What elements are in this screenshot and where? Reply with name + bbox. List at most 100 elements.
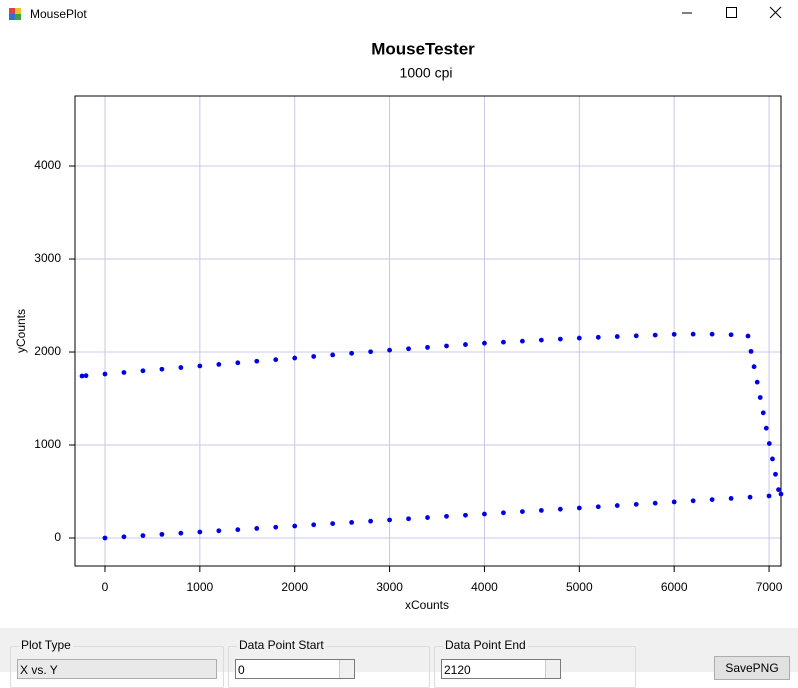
select-value: X vs. Y [20,663,58,677]
plot-type-group: Plot Type X vs. Y [10,638,224,688]
spinner[interactable] [339,660,354,678]
control-panel: Plot Type X vs. Y Data Point Start 0 Dat… [0,628,798,688]
data-point [538,337,544,343]
data-point [387,347,392,353]
start-input[interactable]: 0 [235,659,355,679]
data-point [557,336,563,342]
data-point [728,332,734,338]
data-point [368,349,374,355]
data-point [778,491,784,497]
x-tick-label: 7000 [756,580,783,594]
data-point [776,487,781,493]
data-point [754,379,760,385]
app-icon [9,8,21,20]
data-point [770,456,775,462]
data-point [254,526,260,531]
data-point [728,495,734,501]
group-label: Plot Type [19,638,73,652]
data-point [501,510,506,516]
data-point [671,499,677,505]
y-tick-label: 2000 [34,344,61,358]
spinner[interactable] [545,660,560,678]
title-bar: MousePlot [0,0,798,30]
data-point [538,507,544,513]
data-point [235,527,241,533]
window-title: MousePlot [30,7,87,21]
data-point [690,498,696,504]
data-point [406,516,411,522]
data-point [292,355,298,361]
data-point [757,395,763,400]
data-point [273,524,279,530]
start-group: Data Point Start 0 [228,638,430,688]
data-point [595,334,601,340]
data-point [330,352,336,358]
data-point [709,497,715,503]
data-point [745,333,751,339]
data-point [216,528,222,534]
data-point [140,368,146,374]
data-point [159,531,165,537]
data-point [197,529,203,535]
data-point [121,534,127,540]
data-point [614,334,620,339]
save-png-button[interactable]: SavePNG [714,656,790,680]
y-tick-label: 4000 [34,158,61,172]
data-point [406,346,411,352]
plot-type-select[interactable]: X vs. Y [17,659,217,679]
chart-title: MouseTester [371,39,475,58]
data-point [444,513,449,519]
data-point [121,370,127,375]
maximize-button[interactable] [708,0,754,28]
data-point [444,343,449,349]
data-point [83,373,89,379]
data-point [557,506,563,512]
data-point [349,519,355,525]
data-point [425,344,430,350]
y-tick-label: 1000 [34,437,61,451]
data-point [482,340,487,346]
x-tick-label: 3000 [376,580,403,594]
data-point [709,331,715,337]
data-point [748,348,754,354]
data-point [763,425,769,431]
x-tick-label: 2000 [281,580,308,594]
x-tick-label: 4000 [471,580,498,594]
data-point [690,331,696,337]
chart: MouseTester 1000 cpi xCounts yCounts 0 10… [14,39,784,612]
y-tick-label: 3000 [34,251,61,265]
close-button[interactable] [752,0,798,28]
x-tick-label: 0 [102,580,109,594]
data-point [633,333,639,339]
data-point [79,373,85,379]
data-point [519,509,525,514]
minimize-button[interactable] [664,0,710,28]
data-point [197,363,203,369]
data-point [652,500,658,506]
x-tick-label: 6000 [661,580,688,594]
data-point [652,332,658,338]
data-point [595,504,601,510]
data-point [254,358,260,364]
data-point [576,335,582,341]
end-input[interactable]: 2120 [441,659,561,679]
data-point [102,371,108,377]
data-point [387,517,392,523]
data-point [671,331,677,337]
data-point [216,361,222,367]
end-group: Data Point End 2120 [434,638,636,688]
data-point [349,350,355,356]
data-point [368,518,374,524]
data-point [463,512,468,518]
y-tick-label: 0 [54,530,61,544]
group-label: Data Point Start [237,638,326,652]
plot-area [74,95,782,567]
x-tick-label: 5000 [566,580,593,594]
data-point [501,339,506,345]
group-label: Data Point End [443,638,528,652]
data-point [292,523,298,529]
data-point [766,493,772,499]
data-point [747,494,753,500]
data-point [178,365,184,370]
